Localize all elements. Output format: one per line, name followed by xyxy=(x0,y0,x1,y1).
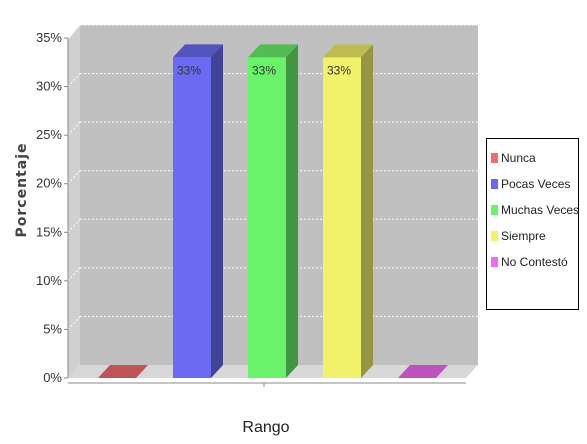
legend-item: Siempre xyxy=(491,223,578,249)
bar-front xyxy=(173,57,211,379)
legend-label: No Contestó xyxy=(501,255,568,269)
legend-swatch xyxy=(491,257,498,267)
y-tick-label: 0% xyxy=(43,370,62,385)
y-tick-label: 20% xyxy=(36,176,62,191)
bar-top xyxy=(248,44,298,58)
data-label: 33% xyxy=(177,63,201,77)
gridline-side xyxy=(67,121,81,136)
bar-siempre: 33% xyxy=(323,44,373,379)
gridline-side xyxy=(67,218,81,233)
gridlines xyxy=(67,24,478,330)
gridline-side xyxy=(67,170,81,185)
y-axis: 0% 5% 10% 15% 20% 25% 30% 35% xyxy=(36,30,69,385)
bar-top xyxy=(323,44,373,58)
x-axis-title: Rango xyxy=(242,419,289,436)
y-tick-label: 35% xyxy=(36,30,62,45)
legend-item: Muchas Veces xyxy=(491,197,580,223)
bar-top xyxy=(98,365,148,378)
data-label: 33% xyxy=(327,63,351,77)
gridline-side xyxy=(67,24,81,39)
legend-swatch xyxy=(491,179,498,189)
bar-front xyxy=(248,57,286,379)
legend-swatch xyxy=(491,231,498,241)
y-tick-label: 5% xyxy=(43,321,62,336)
bar-top xyxy=(398,365,448,378)
legend-item: No Contestó xyxy=(491,249,578,275)
legend-item: Pocas Veces xyxy=(491,171,578,197)
y-axis-title: Porcentaje xyxy=(14,143,30,238)
bar-muchas-veces: 33% xyxy=(248,44,298,379)
legend-label: Muchas Veces xyxy=(501,203,580,217)
bars: 33% 33% 33% xyxy=(98,44,448,379)
legend: Nunca Pocas Veces Muchas Veces Siempre No Co… xyxy=(486,138,579,310)
plot-left-wall xyxy=(68,25,80,378)
gridline-side xyxy=(67,267,81,282)
gridline-side xyxy=(67,73,81,87)
legend-label: Pocas Veces xyxy=(501,177,571,191)
data-label: 33% xyxy=(252,63,276,77)
legend-swatch xyxy=(491,205,498,215)
legend-label: Nunca xyxy=(501,151,536,165)
legend-item: Nunca xyxy=(491,145,578,171)
legend-label: Siempre xyxy=(501,229,546,243)
y-tick-label: 15% xyxy=(36,224,62,239)
gridline-side xyxy=(67,316,81,330)
legend-swatch xyxy=(491,153,498,163)
bar-nunca xyxy=(98,365,148,378)
bar-pocas-veces: 33% xyxy=(173,44,223,379)
y-tick-label: 30% xyxy=(36,79,62,94)
bar-side xyxy=(361,44,373,379)
bar-no-contest- xyxy=(398,365,448,378)
bar-side xyxy=(286,44,298,379)
bar-front xyxy=(323,57,361,379)
x-axis xyxy=(68,382,466,387)
bar-side xyxy=(211,44,223,379)
y-tick-label: 10% xyxy=(36,273,62,288)
y-tick-label: 25% xyxy=(36,127,62,142)
bar-top xyxy=(173,44,223,58)
